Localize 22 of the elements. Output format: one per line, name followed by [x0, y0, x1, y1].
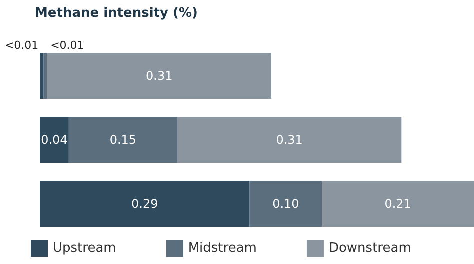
data-label: 0.10 — [272, 197, 300, 211]
data-label: 0.31 — [276, 133, 303, 147]
legend-label: Downstream — [328, 241, 412, 256]
legend-label: Upstream — [53, 241, 116, 256]
data-label: <0.01 — [50, 39, 84, 52]
bar — [47, 53, 272, 99]
data-label: 0.29 — [132, 197, 158, 211]
bar — [68, 117, 178, 163]
bar — [40, 181, 250, 227]
data-label: 0.21 — [384, 197, 412, 211]
bar — [40, 117, 69, 163]
bar — [250, 181, 322, 227]
data-label: 0.15 — [110, 133, 137, 147]
data-label: <0.01 — [4, 39, 39, 52]
legend-label: Midstream — [188, 241, 257, 256]
chart-title: Methane intensity (%) — [35, 6, 198, 21]
bar — [44, 53, 48, 99]
bar — [40, 53, 44, 99]
bar — [322, 181, 474, 227]
data-label: 0.31 — [146, 69, 173, 83]
bar — [177, 117, 402, 163]
data-label: 0.04 — [41, 133, 68, 147]
